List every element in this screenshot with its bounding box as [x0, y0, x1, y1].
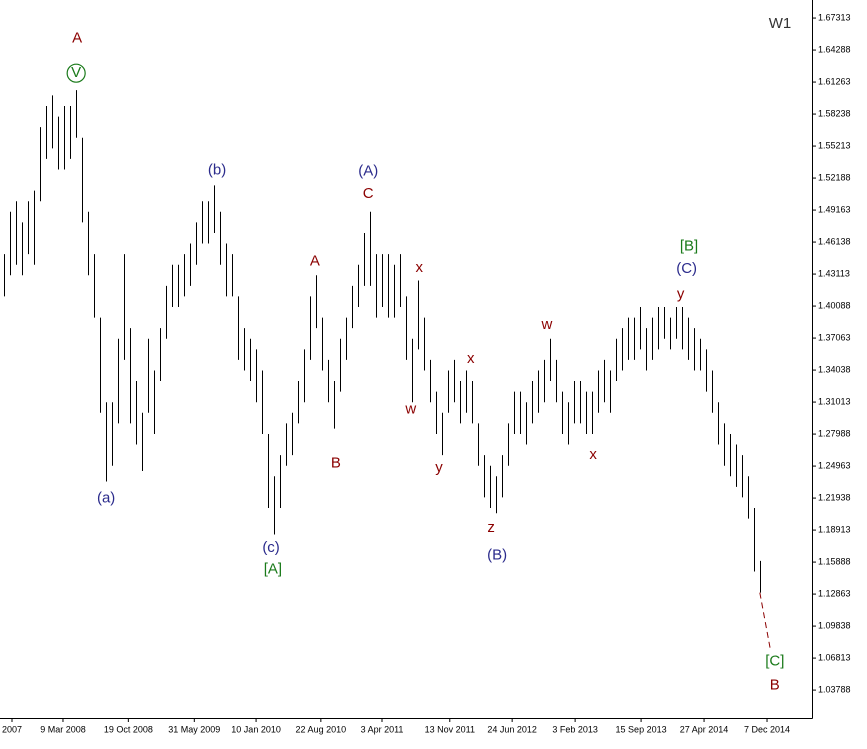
y-tick-label: 1.21938 [818, 492, 851, 502]
wave-label: w [541, 316, 553, 333]
x-tick-label: 24 Jun 2012 [487, 724, 537, 734]
y-tick-label: 1.64288 [818, 44, 851, 54]
y-tick-label: 1.03788 [818, 684, 851, 694]
y-tick-label: 1.34038 [818, 364, 851, 374]
timeframe: W1 [769, 15, 792, 32]
wave-label: [C] [765, 652, 784, 669]
y-tick-label: 1.43113 [818, 268, 850, 278]
wave-label: A [72, 29, 82, 46]
x-tick-label: 7 Dec 2014 [744, 724, 790, 734]
y-tick-label: 1.61263 [818, 76, 851, 86]
wave-label: [A] [264, 560, 282, 577]
wave-label: A [310, 252, 320, 269]
x-tick-label: 2007 [2, 724, 22, 734]
y-tick-label: 1.37063 [818, 332, 851, 342]
x-tick-label: 22 Aug 2010 [296, 724, 347, 734]
y-tick-label: 1.55213 [818, 140, 851, 150]
annotation-circle [66, 63, 86, 83]
wave-label: w [404, 401, 416, 418]
x-tick-label: 15 Sep 2013 [616, 724, 667, 734]
wave-label: [B] [680, 238, 698, 255]
wave-label: (c) [262, 539, 280, 556]
wave-label: C [363, 185, 374, 202]
y-tick-label: 1.18913 [818, 524, 851, 534]
wave-label: B [770, 677, 780, 694]
x-tick-label: 27 Apr 2014 [680, 724, 729, 734]
x-tick-label: 13 Nov 2011 [425, 724, 475, 734]
x-tick-label: 3 Apr 2011 [361, 724, 404, 734]
wave-label: z [487, 519, 495, 536]
y-tick-label: 1.46138 [818, 236, 851, 246]
y-tick-label: 1.31013 [818, 396, 851, 406]
x-tick-label: 3 Feb 2013 [552, 724, 598, 734]
wave-label: (C) [676, 260, 697, 277]
y-tick-label: 1.27988 [818, 428, 851, 438]
x-tick-label: 19 Oct 2008 [104, 724, 153, 734]
wave-label: V [71, 64, 81, 81]
wave-label: (a) [97, 489, 115, 506]
y-tick-label: 1.52188 [818, 172, 851, 182]
y-tick-label: 1.06813 [818, 652, 851, 662]
x-tick-label: 31 May 2009 [168, 724, 220, 734]
wave-label: y [677, 285, 685, 302]
y-tick-label: 1.15888 [818, 556, 851, 566]
x-tick-label: 10 Jan 2010 [231, 724, 281, 734]
x-tick-label: 9 Mar 2008 [40, 724, 86, 734]
y-tick-label: 1.09838 [818, 620, 851, 630]
y-tick-label: 1.58238 [818, 108, 851, 118]
wave-label: B [331, 455, 341, 472]
wave-label: y [435, 459, 443, 476]
y-tick-label: 1.40088 [818, 300, 851, 310]
wave-label: x [589, 446, 597, 463]
y-tick-label: 1.12863 [818, 588, 851, 598]
wave-label: x [467, 350, 475, 367]
wave-label: (A) [358, 163, 378, 180]
wave-label: x [415, 259, 423, 276]
y-tick-label: 1.24963 [818, 460, 851, 470]
wave-label: (b) [208, 162, 226, 179]
wave-label: (B) [487, 547, 507, 564]
y-tick-label: 1.49163 [818, 204, 851, 214]
y-tick-label: 1.67313 [818, 12, 851, 22]
